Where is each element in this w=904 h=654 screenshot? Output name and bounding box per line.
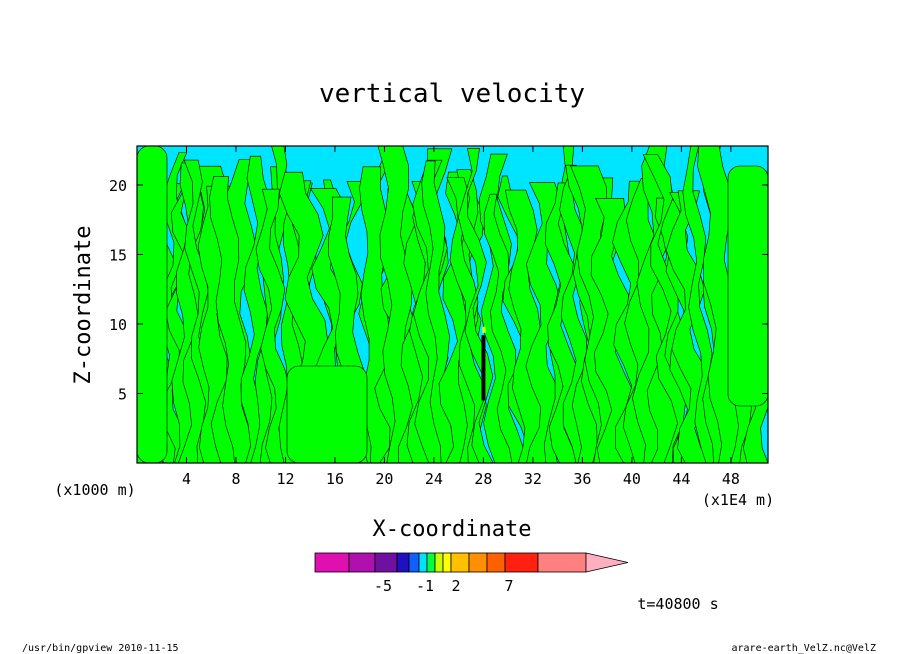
colorbar-arrow (585, 552, 629, 573)
colorbar (314, 552, 629, 573)
x-unit-label-right: (x1E4 m) (702, 491, 774, 509)
contour-region (286, 365, 368, 463)
contour-band (377, 146, 417, 463)
colorbar-tick-label: -1 (416, 577, 434, 595)
x-tick-label: 32 (524, 470, 542, 488)
x-tick-label: 44 (672, 470, 690, 488)
colorbar-swatch (442, 552, 452, 573)
x-unit-label: (x1000 m) (54, 481, 135, 499)
chart-title: vertical velocity (319, 79, 585, 109)
colorbar-swatch (468, 552, 488, 573)
colorbar-tick-label: 7 (504, 577, 513, 595)
colorbar-tick-label: -5 (374, 577, 392, 595)
x-tick-label: 40 (623, 470, 641, 488)
colorbar-swatch (504, 552, 539, 573)
y-tick-label: 5 (118, 385, 127, 403)
contour-band (421, 160, 455, 463)
contour-band (525, 182, 563, 463)
x-tick-label: 28 (474, 470, 492, 488)
y-tick-label: 10 (109, 316, 127, 334)
y-tick-label: 15 (109, 246, 127, 264)
x-tick-label: 4 (182, 470, 191, 488)
contour-band (183, 159, 214, 463)
colorbar-swatch (426, 552, 436, 573)
contour-region (137, 146, 168, 463)
x-tick-label: 20 (375, 470, 393, 488)
x-axis: 4 8 12 16 20 24 28 32 36 40 44 48 (182, 146, 740, 488)
x-tick-label: 8 (231, 470, 240, 488)
colorbar-swatch (396, 552, 410, 573)
contour-band (255, 188, 291, 463)
contour-band (642, 154, 687, 463)
footer-right: arare-earth_VelZ.nc@VelZ (732, 643, 877, 654)
colorbar-swatch (418, 552, 428, 573)
plot-frame (136, 145, 769, 464)
colorbar-swatch (374, 552, 398, 573)
colorbar-swatch (537, 552, 587, 573)
colorbar-swatch (486, 552, 506, 573)
colorbar-tick-label: 2 (451, 577, 460, 595)
contour-band (446, 177, 487, 463)
contour-band (209, 176, 254, 463)
contour-band (590, 198, 634, 463)
y-axis: 5 10 15 20 (109, 177, 768, 403)
y-tick-label: 20 (109, 177, 127, 195)
colorbar-swatch (314, 552, 350, 573)
plot-area (137, 146, 768, 463)
x-tick-label: 24 (425, 470, 443, 488)
x-tick-label: 36 (573, 470, 591, 488)
updraft-peak (482, 326, 486, 333)
colorbar-labels: -5 -1 2 7 (374, 577, 514, 595)
x-axis-label: X-coordinate (373, 517, 532, 542)
footer-left: /usr/bin/gpview 2010-11-15 (22, 643, 179, 654)
colorbar-swatch (450, 552, 470, 573)
contour-band (682, 146, 718, 463)
contour-region (727, 165, 768, 407)
updraft-core (481, 335, 486, 401)
y-axis-label: Z-coordinate (71, 226, 96, 385)
colorbar-swatch (434, 552, 444, 573)
colorbar-swatch (348, 552, 376, 573)
x-tick-label: 48 (722, 470, 740, 488)
x-tick-label: 16 (326, 470, 344, 488)
time-label: t=40800 s (637, 595, 718, 613)
colorbar-swatch (408, 552, 420, 573)
x-tick-label: 12 (276, 470, 294, 488)
